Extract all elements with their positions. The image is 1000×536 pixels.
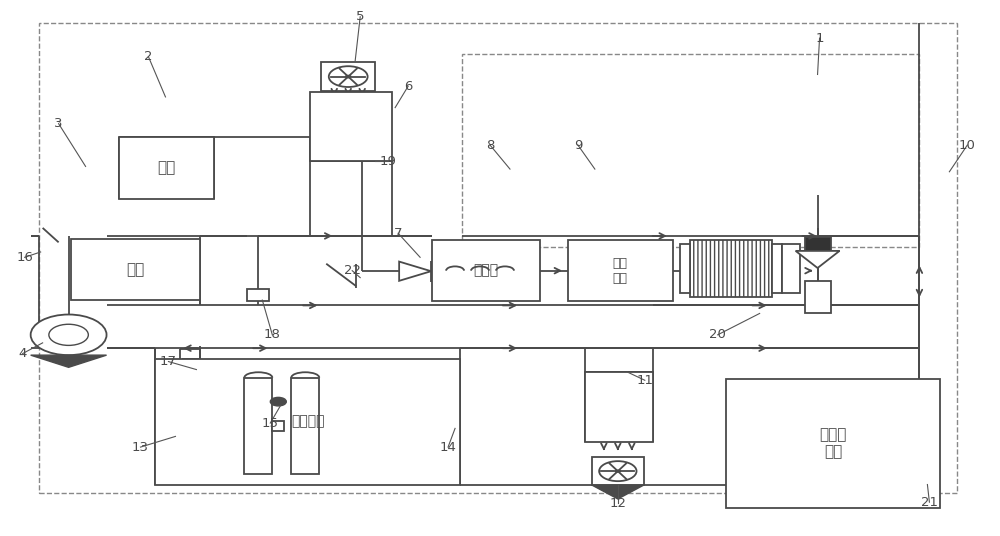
Text: 7: 7 [394,227,402,240]
Text: 19: 19 [380,154,397,168]
Text: 冷却水箱: 冷却水箱 [291,415,325,429]
Text: 电池: 电池 [157,160,176,175]
Bar [568,240,673,301]
Text: 16: 16 [16,251,33,264]
Polygon shape [399,262,431,281]
Bar [690,240,772,297]
Bar [71,239,200,300]
Text: 22: 22 [344,264,361,277]
Circle shape [31,315,107,355]
Text: 12: 12 [609,497,626,510]
Polygon shape [31,355,107,367]
Text: 8: 8 [486,138,494,152]
Text: 15: 15 [262,416,279,429]
Bar [585,372,653,442]
Circle shape [270,397,286,406]
Polygon shape [592,485,644,499]
Text: 10: 10 [959,138,976,152]
Bar [291,377,319,474]
Circle shape [614,470,621,473]
Polygon shape [796,251,840,268]
Bar [247,289,269,301]
Text: 21: 21 [921,496,938,509]
Text: 电机: 电机 [126,262,145,277]
Text: 14: 14 [440,441,457,453]
Text: 11: 11 [636,374,653,387]
Text: 17: 17 [160,355,177,368]
Bar [805,281,831,314]
Bar [772,244,782,293]
Bar [321,62,375,91]
Text: 水热控
制器: 水热控 制器 [819,427,847,459]
Bar [272,421,284,431]
Text: 18: 18 [264,329,281,341]
Text: 去离
子器: 去离 子器 [613,257,628,285]
Bar [462,54,919,247]
Text: 20: 20 [709,329,726,341]
Bar [726,379,940,508]
Text: 9: 9 [574,138,582,152]
Bar [805,237,831,251]
Text: 3: 3 [54,117,63,130]
Text: 4: 4 [18,347,27,360]
Bar [244,377,272,474]
Text: 6: 6 [404,80,412,93]
Bar [155,359,460,485]
Text: 1: 1 [815,32,824,44]
Text: 5: 5 [356,10,364,23]
Bar [592,457,644,485]
Bar [39,23,957,493]
Text: 13: 13 [132,441,149,453]
Bar [119,137,214,198]
Circle shape [345,75,352,78]
Bar [782,244,800,293]
Text: 加热器: 加热器 [473,264,499,278]
Text: 2: 2 [144,50,153,63]
Bar [432,240,540,301]
Bar [680,244,690,293]
Bar [310,92,392,161]
